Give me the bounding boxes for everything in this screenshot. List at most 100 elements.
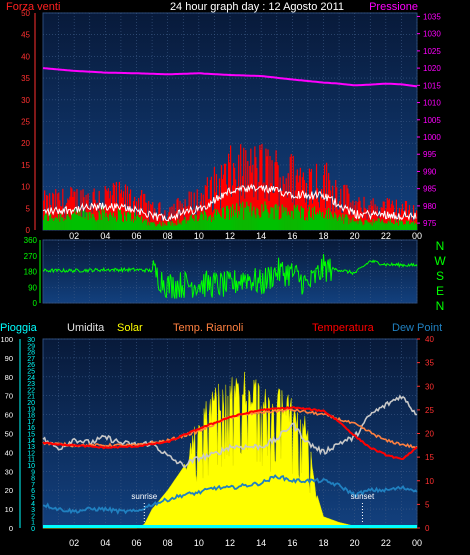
wind-avg-bar [70, 219, 72, 230]
wind-avg-bar [363, 224, 365, 230]
wind-avg-bar [339, 214, 341, 230]
panel2-left-ticks: 0 90 180 270 360 [24, 236, 38, 308]
wind-gust-bar [94, 199, 96, 230]
wind-avg-bar [357, 224, 359, 230]
wind-avg-bar [146, 219, 148, 230]
wind-avg-bar [116, 219, 118, 230]
wind-avg-bar [312, 219, 315, 230]
wind-avg-bar [134, 220, 137, 230]
wind-avg-bar [44, 215, 46, 230]
rain-tick-label: 30 [27, 337, 35, 344]
wind-gust-bar [121, 197, 124, 230]
wind-avg-bar [406, 221, 409, 230]
wind-gust-bar [303, 180, 305, 230]
rain-tick-label: 15 [27, 432, 35, 439]
wind-avg-bar [247, 206, 249, 230]
wind-avg-bar [377, 218, 379, 230]
wind-avg-bar [402, 224, 405, 230]
wind-avg-bar [366, 220, 368, 230]
wind-avg-bar [295, 206, 297, 230]
annotation-sunrise: sunrise [131, 492, 157, 501]
left-tick-label: 40 [21, 52, 30, 61]
rain-bar [43, 525, 417, 528]
wind-gust-bar [343, 185, 345, 230]
wind-gust-bar [414, 213, 417, 230]
wind-gust-bar [138, 197, 140, 230]
wind-avg-bar [117, 208, 119, 230]
wind-avg-bar [64, 219, 66, 230]
wind-avg-bar [365, 220, 367, 230]
wind-avg-bar [392, 224, 394, 230]
rain-tick-label: 22 [27, 387, 35, 394]
wind-gust-bar [135, 201, 138, 230]
rain-tick-label: 2 [31, 513, 35, 520]
wind-gust-bar [290, 154, 292, 230]
wind-avg-bar [214, 208, 217, 230]
wind-avg-bar [128, 214, 131, 230]
wind-avg-bar [98, 210, 100, 230]
wind-avg-bar [174, 223, 176, 230]
wind-gust-bar [329, 180, 331, 230]
panel2-series [42, 254, 418, 299]
wind-gust-bar [401, 203, 404, 230]
wind-gust-bar [402, 211, 405, 230]
wind-avg-bar [398, 219, 401, 230]
rain-tick-label: 6 [31, 488, 35, 495]
right-tick-label: 980 [423, 202, 437, 211]
wind-avg-bar [380, 221, 382, 230]
wind-gust-bar [147, 214, 149, 230]
wind-gust-bar [308, 168, 311, 230]
wind-avg-bar [168, 221, 170, 230]
wind-gust-bar [160, 214, 162, 230]
wind-avg-bar [76, 214, 78, 230]
wind-avg-bar [242, 201, 244, 230]
wind-gust-bar [269, 156, 271, 230]
wind-avg-bar [142, 222, 144, 230]
wind-avg-bar [249, 212, 251, 230]
x-tick-label: 04 [100, 538, 110, 548]
wind-avg-bar [149, 225, 151, 230]
wind-gust-bar [249, 165, 251, 230]
wind-avg-bar [206, 220, 208, 230]
humidity-tick-label: 20 [5, 486, 13, 495]
wind-gust-bar [279, 177, 281, 230]
wind-avg-bar [273, 219, 275, 230]
wind-avg-bar [393, 224, 395, 230]
wind-avg-bar [326, 209, 328, 230]
wind-avg-bar [350, 222, 352, 230]
wind-avg-bar [293, 204, 295, 230]
wind-gust-bar [144, 193, 146, 230]
wind-avg-bar [223, 219, 226, 230]
wind-avg-bar [412, 221, 415, 230]
wind-avg-bar [154, 223, 156, 230]
wind-gust-bar [223, 163, 226, 230]
wind-avg-bar [93, 216, 95, 230]
wind-avg-bar [125, 221, 128, 230]
wind-avg-bar [373, 223, 375, 230]
wind-avg-bar [163, 225, 165, 230]
wind-avg-bar [62, 217, 64, 230]
wind-avg-bar [172, 223, 174, 230]
compass-letter: S [436, 269, 444, 283]
wind-avg-bar [126, 212, 129, 230]
wind-avg-bar [217, 212, 220, 230]
wind-avg-bar [391, 222, 393, 230]
humidity-tick-label: 10 [5, 505, 13, 514]
wind-avg-bar [81, 217, 83, 230]
wind-avg-bar [399, 221, 402, 230]
wind-avg-bar [190, 214, 192, 230]
wind-gust-bar [355, 201, 357, 230]
wind-gust-bar [287, 173, 289, 230]
wind-gust-bar [405, 201, 408, 230]
wind-avg-bar [335, 214, 337, 230]
wind-avg-bar [239, 214, 241, 230]
wind-avg-bar [266, 208, 268, 230]
right-tick-label: 1030 [423, 30, 441, 39]
wind-avg-bar [102, 212, 104, 230]
x-tick-label: 06 [131, 231, 141, 241]
wind-avg-bar [410, 222, 413, 230]
wind-gust-bar [80, 190, 82, 230]
wind-gust-bar [210, 176, 212, 230]
wind-avg-bar [313, 206, 316, 230]
